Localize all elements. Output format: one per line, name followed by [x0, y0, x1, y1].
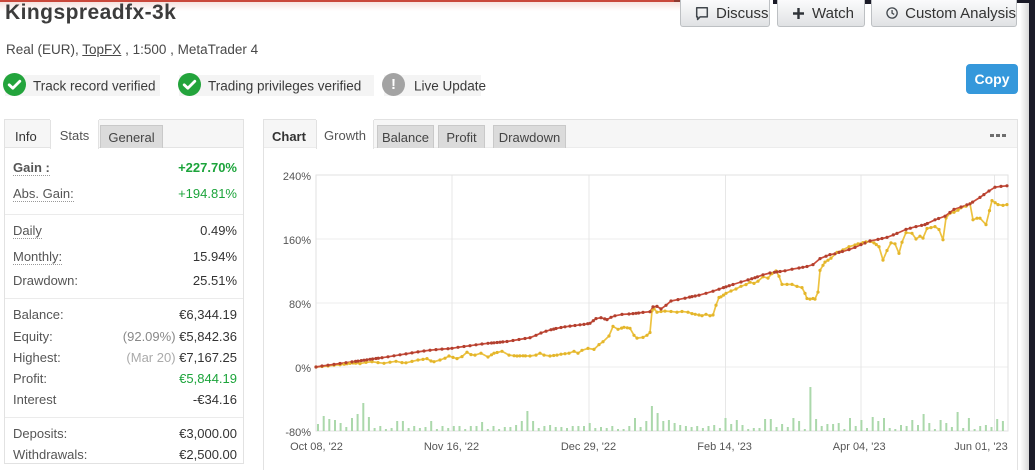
svg-text:-80%: -80%: [285, 427, 311, 439]
svg-text:Feb 14, '23: Feb 14, '23: [697, 441, 752, 453]
svg-text:160%: 160%: [283, 235, 311, 247]
svg-text:240%: 240%: [283, 171, 311, 183]
svg-text:Oct 08, '22: Oct 08, '22: [290, 441, 343, 453]
svg-text:Apr 04, '23: Apr 04, '23: [833, 441, 886, 453]
svg-text:0%: 0%: [295, 363, 311, 375]
svg-text:Nov 16, '22: Nov 16, '22: [424, 441, 479, 453]
svg-text:Dec 29, '22: Dec 29, '22: [561, 441, 616, 453]
svg-text:80%: 80%: [289, 299, 311, 311]
svg-text:Jun 01, '23: Jun 01, '23: [954, 441, 1007, 453]
